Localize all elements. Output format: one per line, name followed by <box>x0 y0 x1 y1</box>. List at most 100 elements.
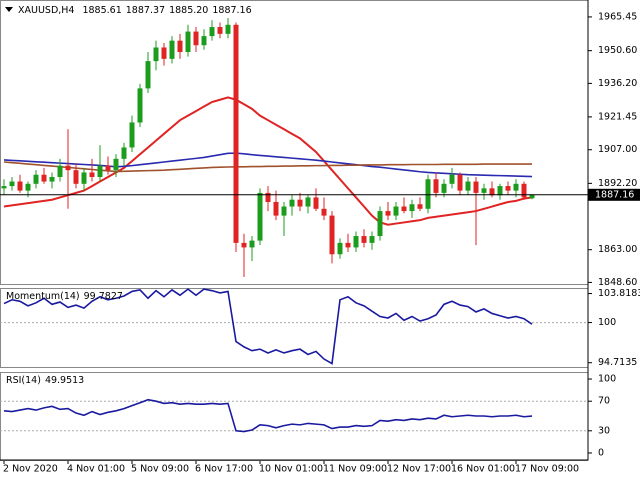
candle-body <box>417 204 423 209</box>
y-tick-label: 1965.45 <box>598 11 637 22</box>
quote-value: 1887.16 <box>212 5 251 16</box>
candle-body <box>177 40 183 53</box>
x-tick-label: 5 Nov 09:00 <box>131 464 189 475</box>
indicator-name: Momentum(14) <box>6 291 80 302</box>
y-tick-label: 1936.20 <box>598 78 637 89</box>
candle-body <box>9 181 15 187</box>
candle-body <box>465 181 471 191</box>
candle-body <box>425 179 431 209</box>
candle-body <box>449 174 455 184</box>
indicator-name: RSI(14) <box>6 375 41 386</box>
indicator-title: RSI(14) 49.9513 <box>6 375 84 386</box>
x-tick-label: 12 Nov 17:00 <box>387 464 451 475</box>
x-tick-label: 2 Nov 2020 <box>3 464 58 475</box>
candle-body <box>305 197 311 207</box>
candle-body <box>137 88 143 123</box>
y-tick-label: 30 <box>598 425 610 436</box>
candle-body <box>193 31 199 46</box>
candle-body <box>497 186 503 196</box>
price-label: 1887.16 <box>595 189 634 200</box>
candle-body <box>297 199 303 207</box>
y-tick-label: 0 <box>598 447 604 458</box>
y-tick-label: 100 <box>598 374 616 385</box>
y-tick-label: 1892.20 <box>598 178 637 189</box>
candle-body <box>65 165 71 171</box>
indicator-line <box>3 288 533 365</box>
candle-body <box>377 211 383 237</box>
candle-body <box>97 165 103 177</box>
y-tick-label: 1863.00 <box>598 244 637 255</box>
y-tick-label: 1907.00 <box>598 144 637 155</box>
chart-header: XAUUSD,H4 1885.61 1887.37 1885.20 1887.16 <box>18 5 252 16</box>
symbol-title: XAUUSD,H4 <box>18 5 74 16</box>
candle-body <box>521 183 527 198</box>
candle-body <box>161 47 167 59</box>
candle-body <box>225 24 231 34</box>
candle-body <box>201 36 207 46</box>
candle-body <box>209 27 215 37</box>
candle-body <box>513 183 519 191</box>
candle-body <box>529 194 535 199</box>
candle-body <box>505 186 511 191</box>
candle-body <box>273 201 279 216</box>
candle-body <box>57 165 63 177</box>
candle-body <box>217 27 223 34</box>
candle-body <box>281 206 287 216</box>
x-tick-label: 11 Nov 09:00 <box>323 464 387 475</box>
candle-body <box>113 158 119 171</box>
moving-average <box>3 96 533 226</box>
y-tick-label: 103.8183 <box>598 288 640 299</box>
candle-body <box>353 236 359 248</box>
price-label-box <box>588 188 640 201</box>
indicator-title: Momentum(14) 99.7827 <box>6 291 123 302</box>
indicator-value: 99.7827 <box>84 291 123 302</box>
quote-value: 1887.37 <box>126 5 165 16</box>
candle-body <box>105 165 111 171</box>
candle-body <box>25 183 31 191</box>
candle-body <box>241 242 247 248</box>
indicator-line <box>3 398 533 433</box>
candle-body <box>33 174 39 184</box>
header-arrow <box>5 7 13 12</box>
candle-body <box>145 61 151 89</box>
candle-body <box>153 47 159 62</box>
candle-body <box>233 24 239 243</box>
indicator-value: 49.9513 <box>45 375 84 386</box>
candle-body <box>1 186 7 189</box>
y-tick-label: 1950.60 <box>598 45 637 56</box>
candle-body <box>473 181 479 193</box>
candle-body <box>265 192 271 202</box>
candle-body <box>345 242 351 248</box>
candle-body <box>41 174 47 182</box>
candle-body <box>481 188 487 193</box>
x-tick-label: 10 Nov 01:00 <box>259 464 323 475</box>
candle-body <box>129 122 135 148</box>
candle-body <box>329 215 335 255</box>
candle-body <box>313 197 319 209</box>
candle-body <box>73 170 79 184</box>
candle-body <box>361 236 367 243</box>
candle-body <box>369 236 375 243</box>
candle-body <box>441 183 447 193</box>
candle-body <box>385 211 391 216</box>
candle-body <box>185 31 191 53</box>
candle-body <box>321 208 327 216</box>
y-tick-label: 1921.45 <box>598 111 637 122</box>
quote-value: 1885.20 <box>169 5 208 16</box>
candle-body <box>17 181 23 191</box>
y-tick-label: 70 <box>598 396 610 407</box>
x-tick-label: 17 Nov 09:00 <box>515 464 579 475</box>
candle-body <box>121 147 127 159</box>
quote-value: 1885.61 <box>82 5 121 16</box>
candle-body <box>89 172 95 177</box>
x-tick-label: 16 Nov 01:00 <box>451 464 515 475</box>
candle-body <box>489 188 495 196</box>
candle-body <box>289 199 295 207</box>
candle-body <box>49 176 55 182</box>
y-tick-label: 100 <box>598 317 616 328</box>
candle-body <box>337 242 343 255</box>
y-tick-label: 1848.60 <box>598 277 637 288</box>
candle-body <box>409 204 415 212</box>
